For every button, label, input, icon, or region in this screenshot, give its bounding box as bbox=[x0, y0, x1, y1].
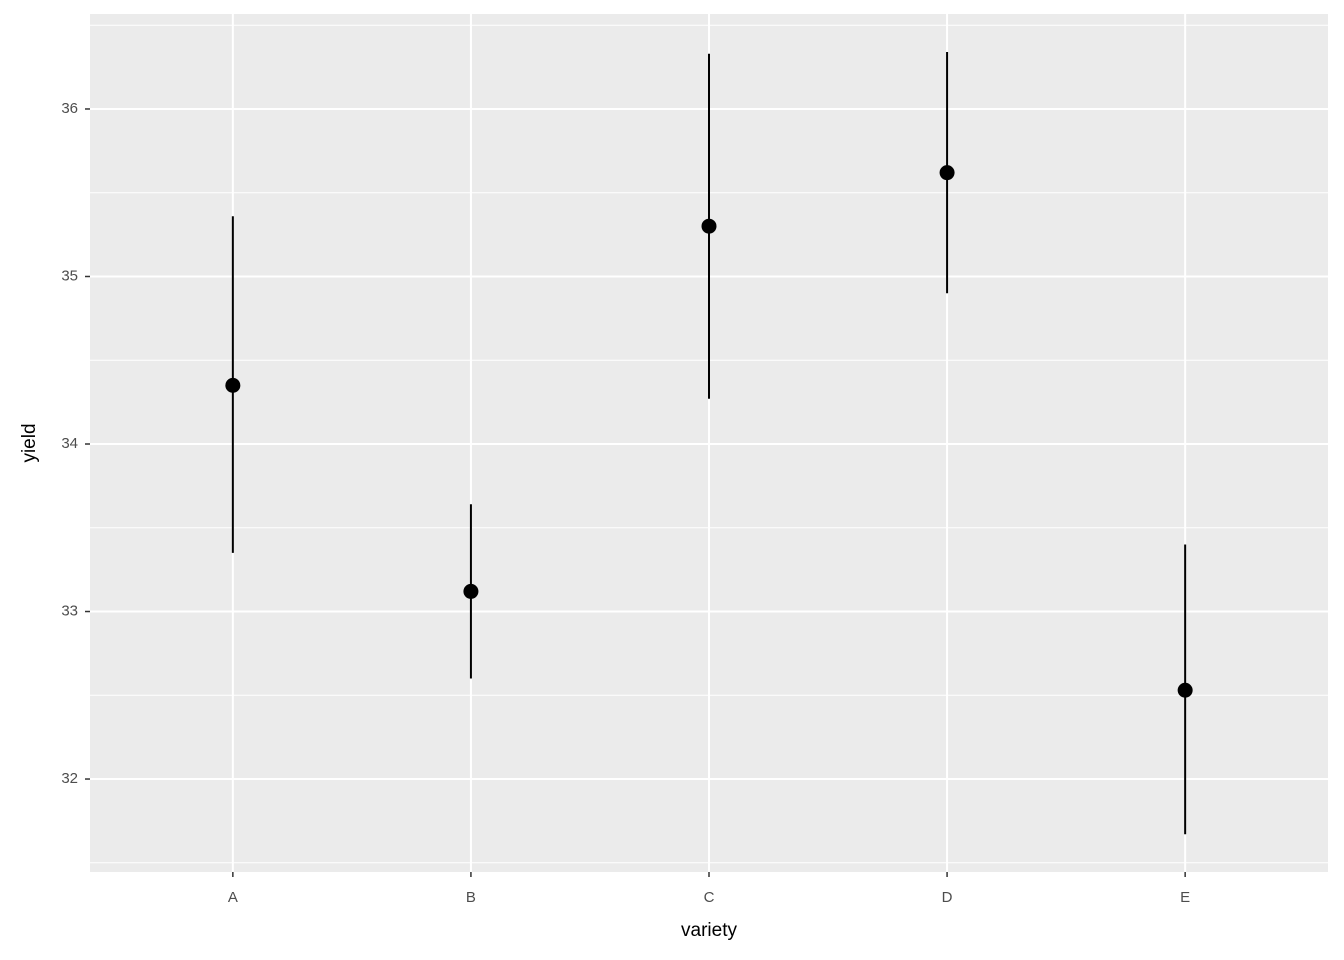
y-tick-label: 35 bbox=[61, 267, 78, 284]
y-tick-label: 33 bbox=[61, 602, 78, 619]
point bbox=[463, 583, 479, 599]
point bbox=[701, 218, 717, 234]
y-tick-label: 32 bbox=[61, 770, 78, 787]
point bbox=[939, 165, 955, 181]
x-tick-label: A bbox=[228, 889, 238, 906]
y-tick-label: 36 bbox=[61, 100, 78, 117]
y-axis-title: yield bbox=[19, 423, 40, 462]
point bbox=[1177, 682, 1193, 698]
y-tick-label: 34 bbox=[61, 435, 78, 452]
x-tick-label: D bbox=[942, 889, 953, 906]
point bbox=[225, 377, 241, 393]
x-tick-label: C bbox=[704, 889, 715, 906]
x-tick-label: E bbox=[1180, 889, 1190, 906]
x-axis-title: variety bbox=[681, 920, 737, 941]
x-tick-label: B bbox=[466, 889, 476, 906]
